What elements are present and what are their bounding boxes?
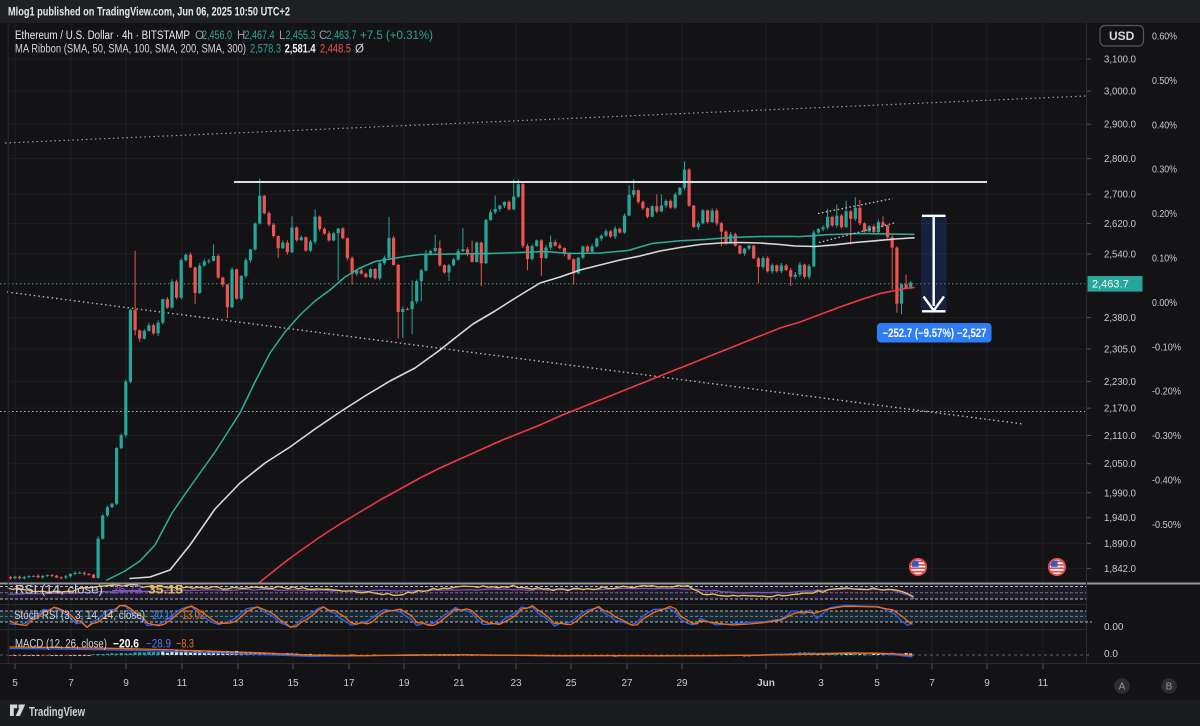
- svg-text:−20.6: −20.6: [113, 639, 139, 651]
- svg-text:2,380.0: 2,380.0: [1104, 313, 1136, 324]
- svg-text:2,581.4: 2,581.4: [285, 44, 316, 56]
- svg-text:11: 11: [1038, 678, 1049, 689]
- svg-text:1,890.0: 1,890.0: [1104, 539, 1136, 550]
- svg-text:USD: USD: [1109, 29, 1135, 43]
- svg-text:2,578.3: 2,578.3: [250, 44, 281, 56]
- svg-text:0.50%: 0.50%: [1152, 76, 1177, 87]
- svg-text:Jun: Jun: [757, 678, 775, 689]
- svg-text:35.15: 35.15: [148, 585, 184, 597]
- svg-text:23: 23: [510, 678, 522, 689]
- svg-text:2,110.0: 2,110.0: [1104, 431, 1136, 442]
- svg-text:2,305.0: 2,305.0: [1104, 345, 1136, 356]
- svg-text:2,540.0: 2,540.0: [1104, 250, 1136, 261]
- svg-text:15: 15: [287, 678, 299, 689]
- svg-text:+7.5 (+0.31%): +7.5 (+0.31%): [360, 30, 433, 42]
- svg-text:−8.3: −8.3: [176, 639, 194, 651]
- svg-text:0.20%: 0.20%: [1152, 209, 1177, 220]
- svg-text:0.40%: 0.40%: [1152, 120, 1177, 131]
- svg-text:2,620.0: 2,620.0: [1104, 219, 1136, 230]
- svg-text:-0.30%: -0.30%: [1152, 431, 1181, 442]
- svg-text:20.11: 20.11: [152, 610, 174, 622]
- svg-text:−28.9: −28.9: [146, 639, 171, 651]
- svg-text:H: H: [237, 30, 245, 42]
- svg-text:A: A: [1119, 682, 1126, 693]
- svg-text:9: 9: [123, 678, 129, 689]
- svg-text:25: 25: [565, 678, 577, 689]
- svg-text:0.00%: 0.00%: [1152, 298, 1177, 309]
- svg-text:3,100.0: 3,100.0: [1104, 55, 1136, 66]
- svg-text:13: 13: [232, 678, 244, 689]
- svg-text:17: 17: [343, 678, 355, 689]
- svg-text:26.73: 26.73: [112, 585, 142, 597]
- svg-text:2,467.4: 2,467.4: [245, 30, 275, 42]
- svg-text:2,900.0: 2,900.0: [1104, 120, 1136, 131]
- svg-text:2,448.5: 2,448.5: [320, 44, 351, 56]
- svg-text:-0.20%: -0.20%: [1152, 387, 1181, 398]
- svg-text:Ethereum / U.S. Dollar · 4h ·: Ethereum / U.S. Dollar · 4h · BITSTAMP: [15, 30, 190, 42]
- svg-text:19: 19: [398, 678, 410, 689]
- svg-text:2,800.0: 2,800.0: [1104, 154, 1136, 165]
- svg-text:MA Ribbon (SMA, 50, SMA, 100,: MA Ribbon (SMA, 50, SMA, 100, SMA, 200, …: [15, 44, 246, 56]
- svg-text:3,000.0: 3,000.0: [1104, 87, 1136, 98]
- svg-text:2,463.7: 2,463.7: [1092, 279, 1129, 291]
- svg-text:MACD (12, 26, close): MACD (12, 26, close): [15, 639, 107, 651]
- svg-text:2,700.0: 2,700.0: [1104, 190, 1136, 201]
- svg-text:3: 3: [818, 678, 824, 689]
- svg-text:2,170.0: 2,170.0: [1104, 404, 1136, 415]
- svg-text:0.30%: 0.30%: [1152, 165, 1177, 176]
- svg-text:13.02: 13.02: [182, 610, 205, 622]
- svg-text:11: 11: [177, 678, 188, 689]
- svg-text:B: B: [1166, 682, 1173, 693]
- svg-text:27: 27: [621, 678, 633, 689]
- svg-text:1,990.0: 1,990.0: [1104, 488, 1136, 499]
- svg-text:2,050.0: 2,050.0: [1104, 459, 1136, 470]
- svg-text:L: L: [279, 30, 286, 42]
- svg-text:O: O: [195, 30, 204, 42]
- svg-text:Ø: Ø: [355, 44, 364, 56]
- svg-text:9: 9: [984, 678, 990, 689]
- svg-text:1,842.0: 1,842.0: [1104, 564, 1136, 575]
- svg-text:5: 5: [12, 678, 18, 689]
- svg-text:7: 7: [68, 678, 74, 689]
- svg-text:0.60%: 0.60%: [1152, 32, 1177, 43]
- svg-text:29: 29: [676, 678, 688, 689]
- svg-text:-0.40%: -0.40%: [1152, 476, 1181, 487]
- svg-text:2,455.3: 2,455.3: [286, 30, 316, 42]
- svg-text:2,463.7: 2,463.7: [327, 30, 357, 42]
- svg-text:2,456.0: 2,456.0: [202, 30, 232, 42]
- svg-text:2,230.0: 2,230.0: [1104, 377, 1136, 388]
- svg-text:5: 5: [874, 678, 880, 689]
- svg-text:21: 21: [453, 678, 465, 689]
- svg-text:1,940.0: 1,940.0: [1104, 513, 1136, 524]
- svg-text:TradingView: TradingView: [29, 705, 85, 719]
- svg-text:0.0: 0.0: [1104, 649, 1118, 660]
- svg-text:-0.10%: -0.10%: [1152, 342, 1181, 353]
- svg-text:C: C: [319, 30, 327, 42]
- svg-text:7: 7: [929, 678, 935, 689]
- svg-text:Stoch RSI (3, 3, 14, 14, close: Stoch RSI (3, 3, 14, 14, close): [14, 610, 145, 622]
- svg-text:Mlog1 published on TradingView: Mlog1 published on TradingView.com, Jun …: [8, 7, 290, 19]
- svg-text:-0.50%: -0.50%: [1152, 520, 1181, 531]
- svg-text:0.10%: 0.10%: [1152, 254, 1177, 265]
- svg-text:−252.7 (−9.57%) −2,527: −252.7 (−9.57%) −2,527: [883, 328, 987, 340]
- svg-text:RSI (14, close): RSI (14, close): [15, 585, 103, 597]
- svg-text:0.00: 0.00: [1104, 622, 1124, 633]
